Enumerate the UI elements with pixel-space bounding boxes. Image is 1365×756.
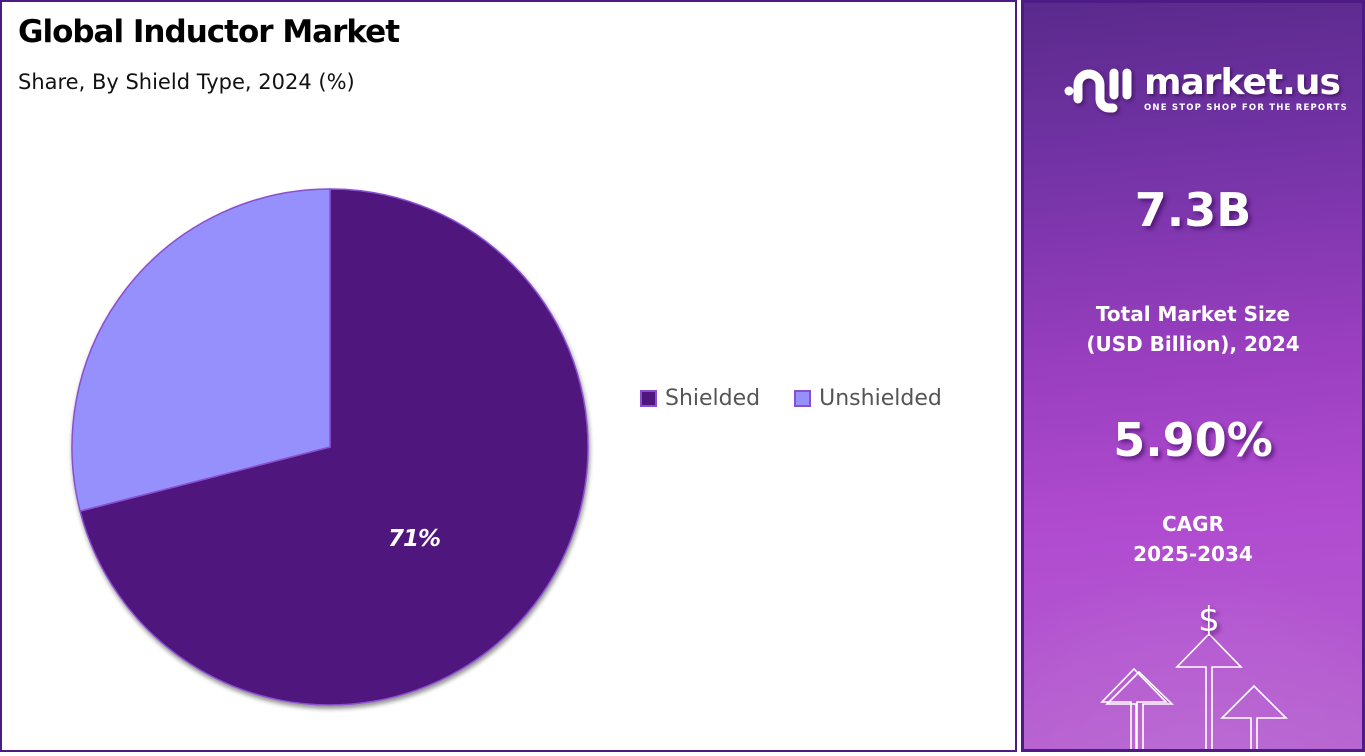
pie-label-shielded: 71% <box>388 526 441 552</box>
pie-slice-unshielded[interactable] <box>71 188 331 513</box>
legend-swatch-unshielded <box>794 390 812 407</box>
chart-panel: Global Inductor Market Share, By Shield … <box>0 0 1017 752</box>
market-size-label-line1: Total Market Size <box>1095 302 1291 326</box>
summary-sidebar: market.us ONE STOP SHOP FOR THE REPORTS … <box>1021 0 1365 752</box>
legend-item-unshielded[interactable]: Unshielded <box>794 386 942 411</box>
chart-subtitle: Share, By Shield Type, 2024 (%) <box>18 70 355 94</box>
background-glow <box>1024 563 1362 749</box>
legend-label-shielded: Shielded <box>665 386 761 411</box>
market-us-logo-icon <box>1064 68 1132 113</box>
cagr-label-line2: 2025-2034 <box>1133 542 1253 566</box>
market-size-value: 7.3B <box>1134 183 1252 237</box>
legend-swatch-shielded <box>640 390 657 407</box>
chart-title: Global Inductor Market <box>18 14 400 50</box>
legend-item-shielded[interactable]: Shielded <box>640 386 760 411</box>
market-size-label-line2: (USD Billion), 2024 <box>1086 332 1300 356</box>
brand-logo[interactable]: market.us ONE STOP SHOP FOR THE REPORTS <box>1064 59 1348 119</box>
chart-legend: Shielded Unshielded <box>640 386 942 411</box>
cagr-label-line1: CAGR <box>1162 512 1224 536</box>
dollar-icon: $ <box>1198 600 1220 640</box>
pie-slice-shielded[interactable] <box>79 188 589 706</box>
growth-arrows-icon: $ <box>1100 600 1288 749</box>
cagr-value: 5.90% <box>1113 413 1273 467</box>
pie-chart <box>2 2 1019 754</box>
pie-svg <box>71 188 589 706</box>
brand-name: market.us <box>1144 62 1341 103</box>
legend-label-unshielded: Unshielded <box>819 386 942 411</box>
brand-tagline: ONE STOP SHOP FOR THE REPORTS <box>1144 103 1348 113</box>
